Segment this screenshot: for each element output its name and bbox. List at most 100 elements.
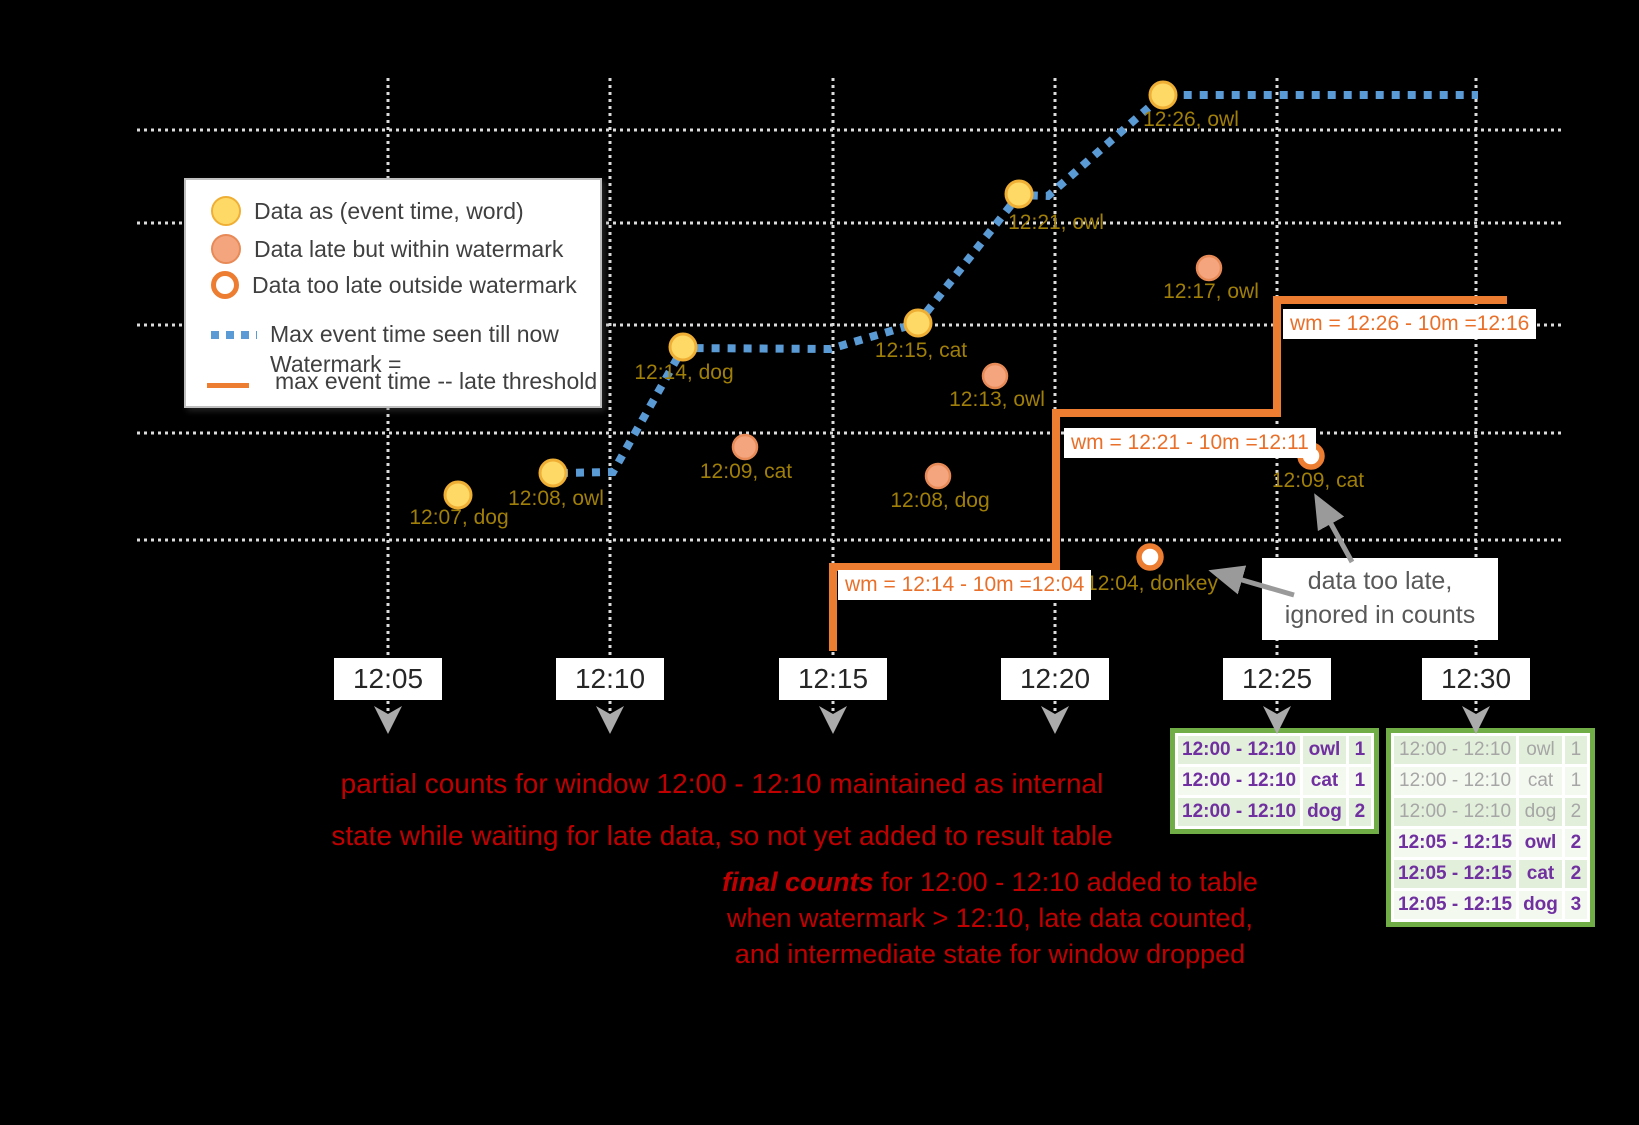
data-point-label: 12:17, owl [1163, 280, 1259, 303]
count-cell: 2 [1564, 860, 1587, 888]
data-point-label: 12:09, cat [700, 460, 792, 483]
watermark-value-label: wm = 12:21 - 10m =12:11 [1064, 428, 1316, 458]
data-point-too-late [1136, 543, 1164, 571]
table-row: 12:00 - 12:10 cat 1 [1394, 767, 1587, 795]
data-point-label: 12:08, owl [508, 487, 604, 510]
legend-item-late: Data late but within watermark [211, 234, 563, 264]
final-counts-note: final counts for 12:00 - 12:10 added to … [670, 864, 1310, 972]
data-point-on-time [1148, 80, 1178, 110]
table-row: 12:05 - 12:15 cat 2 [1394, 860, 1587, 888]
data-point-on-time [1004, 179, 1034, 209]
word-cell: owl [1303, 736, 1346, 764]
legend: Data as (event time, word) Data late but… [184, 178, 602, 408]
table-row: 12:00 - 12:10 owl 1 [1394, 736, 1587, 764]
table-row: 12:00 - 12:10 owl 1 [1178, 736, 1371, 764]
too-late-callout: data too late, ignored in counts [1262, 558, 1498, 640]
window-cell: 12:05 - 12:15 [1394, 891, 1517, 919]
data-point-label: 12:08, dog [890, 489, 989, 512]
result-table: 12:00 - 12:10 owl 1 12:00 - 12:10 cat 1 12:00 … [1170, 728, 1379, 834]
count-cell: 2 [1348, 798, 1371, 826]
word-cell: owl [1519, 736, 1562, 764]
count-cell: 2 [1564, 829, 1587, 857]
legend-item-on-time: Data as (event time, word) [211, 196, 524, 226]
window-cell: 12:05 - 12:15 [1394, 860, 1517, 888]
count-cell: 1 [1564, 767, 1587, 795]
data-point-label: 12:21, owl [1008, 211, 1104, 234]
late-data-icon [211, 234, 241, 264]
data-point-late [1195, 254, 1223, 282]
note-line-rest: for 12:00 - 12:10 added to table [873, 867, 1258, 897]
too-late-data-icon [211, 271, 239, 299]
partial-counts-note: partial counts for window 12:00 - 12:10 … [322, 758, 1122, 862]
table-row: 12:05 - 12:15 owl 2 [1394, 829, 1587, 857]
table-row: 12:00 - 12:10 dog 2 [1178, 798, 1371, 826]
data-point-late [731, 433, 759, 461]
window-cell: 12:00 - 12:10 [1178, 767, 1301, 795]
legend-item-too-late: Data too late outside watermark [211, 271, 577, 299]
axis-tick-label: 12:05 [334, 658, 442, 700]
word-cell: dog [1303, 798, 1346, 826]
note-line: partial counts for window 12:00 - 12:10 … [340, 768, 1104, 799]
note-line: when watermark > 12:10, late data counte… [726, 903, 1254, 933]
legend-item-max-event-time: Max event time seen till now [211, 321, 559, 348]
watermark-line-icon [207, 383, 249, 388]
note-line: and intermediate state for window droppe… [734, 939, 1246, 969]
data-point-label: 12:26, owl [1143, 108, 1239, 131]
legend-item-watermark: Watermark = [211, 351, 401, 378]
watermark-line [829, 296, 1507, 651]
window-cell: 12:00 - 12:10 [1394, 798, 1517, 826]
data-point-on-time [443, 480, 473, 510]
data-point-label: 12:15, cat [875, 339, 967, 362]
data-point-label: 12:07, dog [409, 506, 508, 529]
count-cell: 1 [1348, 736, 1371, 764]
table-row: 12:05 - 12:15 dog 3 [1394, 891, 1587, 919]
data-point-late [924, 462, 952, 490]
word-cell: dog [1519, 798, 1562, 826]
legend-label: Data as (event time, word) [254, 197, 524, 224]
axis-tick-label: 12:10 [556, 658, 664, 700]
data-point-late [981, 362, 1009, 390]
window-cell: 12:05 - 12:15 [1394, 829, 1517, 857]
word-cell: cat [1519, 767, 1562, 795]
legend-label: Data late but within watermark [254, 235, 564, 262]
axis-tick-label: 12:25 [1223, 658, 1331, 700]
watermark-value-label: wm = 12:14 - 10m =12:04 [838, 570, 1092, 600]
window-cell: 12:00 - 12:10 [1394, 736, 1517, 764]
legend-label: Data too late outside watermark [252, 271, 577, 298]
axis-tick-label: 12:15 [779, 658, 887, 700]
note-emphasis: final counts [722, 867, 874, 897]
callout-line: ignored in counts [1284, 601, 1476, 629]
table-row: 12:00 - 12:10 dog 2 [1394, 798, 1587, 826]
window-cell: 12:00 - 12:10 [1178, 798, 1301, 826]
note-line: state while waiting for late data, so no… [331, 820, 1113, 851]
count-cell: 3 [1564, 891, 1587, 919]
axis-tick-label: 12:30 [1422, 658, 1530, 700]
data-point-on-time [903, 308, 933, 338]
count-cell: 2 [1564, 798, 1587, 826]
word-cell: cat [1303, 767, 1346, 795]
table-row: 12:00 - 12:10 cat 1 [1178, 767, 1371, 795]
legend-label: Max event time seen till now [270, 321, 559, 347]
legend-label: max event time -- late threshold [275, 368, 598, 394]
watermark-value-label: wm = 12:26 - 10m =12:16 [1283, 309, 1537, 339]
count-cell: 1 [1348, 767, 1371, 795]
axis-tick-label: 12:20 [1001, 658, 1109, 700]
data-point-label: 12:14, dog [634, 361, 733, 384]
window-cell: 12:00 - 12:10 [1178, 736, 1301, 764]
count-cell: 1 [1564, 736, 1587, 764]
on-time-data-icon [211, 196, 241, 226]
word-cell: cat [1519, 860, 1562, 888]
legend-label: Watermark = [270, 351, 402, 377]
word-cell: dog [1519, 891, 1562, 919]
max-event-time-line [559, 91, 1478, 477]
word-cell: owl [1519, 829, 1562, 857]
data-point-label: 12:09, cat [1272, 469, 1364, 492]
data-point-label: 12:04, donkey [1086, 572, 1218, 595]
result-table: 12:00 - 12:10 owl 1 12:00 - 12:10 cat 1 12:00 … [1386, 728, 1595, 927]
data-point-on-time [668, 332, 698, 362]
spacer [211, 361, 257, 369]
data-point-on-time [538, 458, 568, 488]
data-point-label: 12:13, owl [949, 388, 1045, 411]
window-cell: 12:00 - 12:10 [1394, 767, 1517, 795]
